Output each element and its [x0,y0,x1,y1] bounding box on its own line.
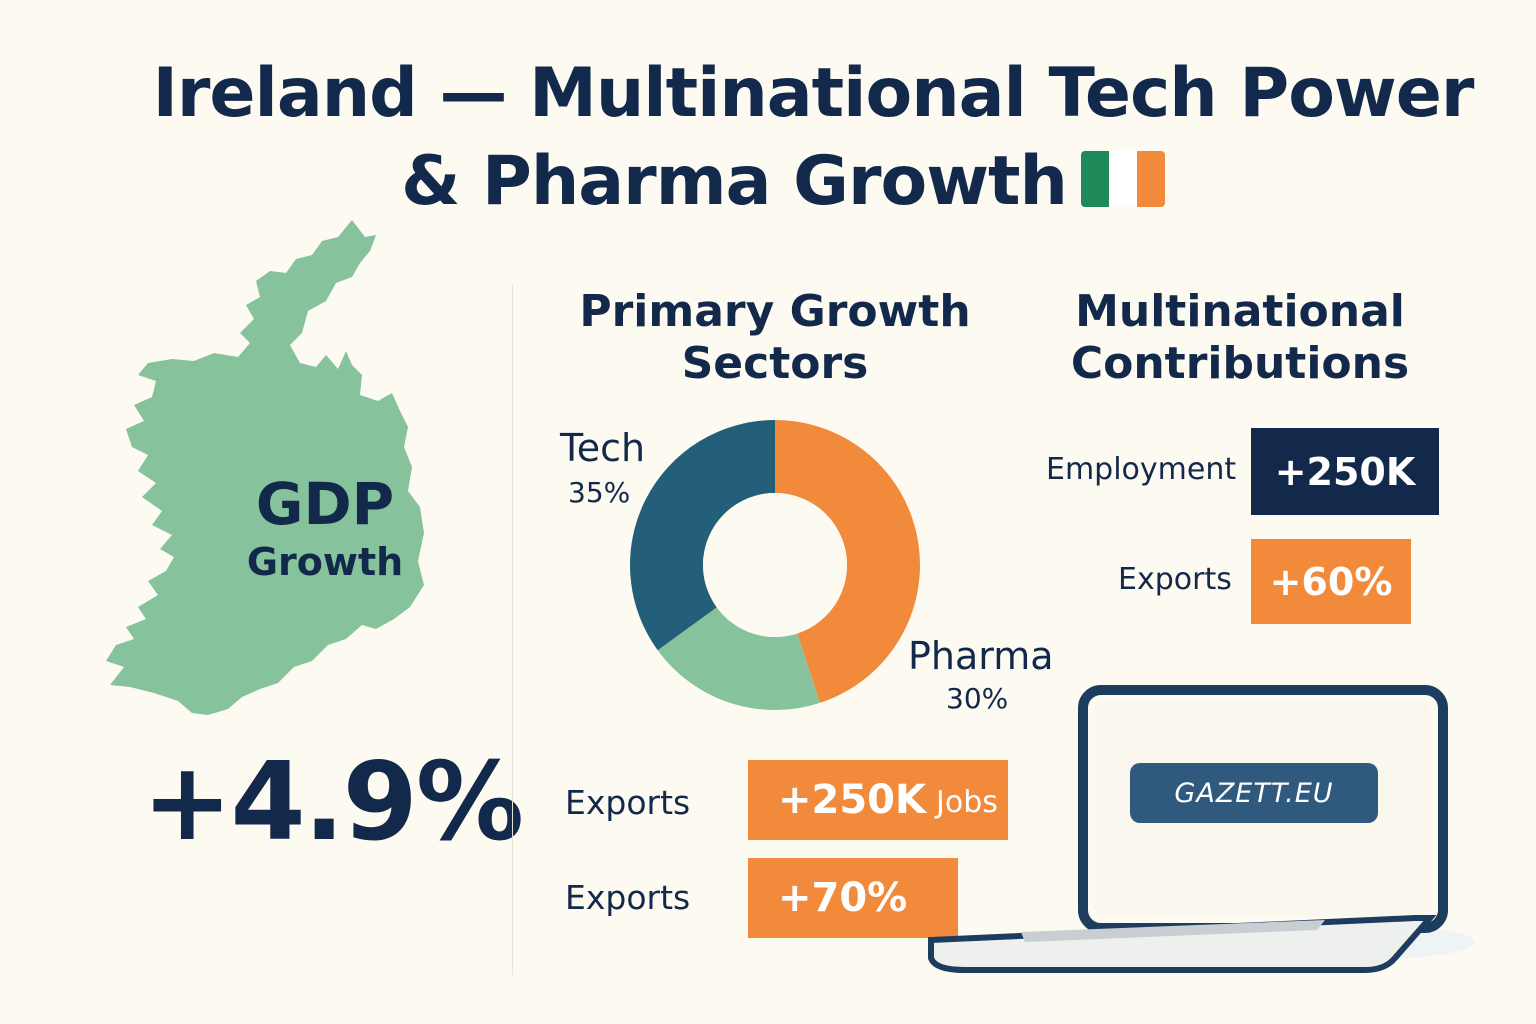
contribution-employment-value: +250K [1274,449,1416,494]
ireland-map-icon [106,220,424,715]
laptop-keyboard [1021,920,1325,942]
donut-slice-other [657,607,820,710]
sectors-title-line-2: Sectors [681,338,869,389]
sector-row-2-box: +70% [748,858,958,938]
title-line-2-text: & Pharma Growth [401,142,1068,221]
title-line-2: & Pharma Growth [0,138,1536,226]
contribution-employment-label: Employment [1046,452,1237,487]
donut-slice-tech [630,420,775,651]
contributions-title: Multinational Contributions [1030,286,1450,390]
chart-pct-pharma: 30% [946,682,1009,715]
sector-row-2-label: Exports [565,878,691,917]
sectors-title: Primary Growth Sectors [560,286,990,390]
sector-row-1-value: +250K [778,777,927,823]
ireland-map-shape [106,220,424,715]
contribution-exports-value: +60% [1269,559,1393,604]
chart-label-pharma: Pharma [908,634,1054,678]
donut-slice-pharma [775,420,920,703]
chart-label-tech: Tech [560,426,646,470]
ireland-flag-icon [1080,151,1165,208]
laptop-base [928,915,1437,973]
flag-orange-stripe [1136,151,1165,208]
sector-row-1-suffix: Jobs [936,784,998,820]
laptop-screen-badge: GAZETT.EU [1130,763,1378,823]
chart-pct-tech: 35% [568,476,631,509]
contributions-title-line-2: Contributions [1070,338,1410,389]
contribution-employment-box: +250K [1251,428,1439,515]
sector-row-1-label: Exports [565,783,691,822]
contributions-title-line-1: Multinational [1075,286,1405,337]
sector-row-2-value: +70% [778,875,908,921]
sectors-donut-chart [630,420,920,710]
map-label-growth: Growth [246,540,404,584]
sector-row-1-box: +250K Jobs [748,760,1008,840]
sectors-title-line-1: Primary Growth [579,286,971,337]
laptop-icon [928,685,1475,973]
title-line-1: Ireland — Multinational Tech Power [152,54,1475,133]
map-label-gdp: GDP [255,470,395,538]
section-divider [512,285,513,975]
gdp-growth-value: +4.9% [142,740,524,865]
page-title: Ireland — Multinational Tech Power & Pha… [0,50,1536,226]
contribution-exports-label: Exports [1118,562,1232,597]
donut-hole [703,493,847,637]
flag-green-stripe [1080,151,1109,208]
contribution-exports-box: +60% [1251,539,1411,624]
flag-white-stripe [1108,151,1137,208]
